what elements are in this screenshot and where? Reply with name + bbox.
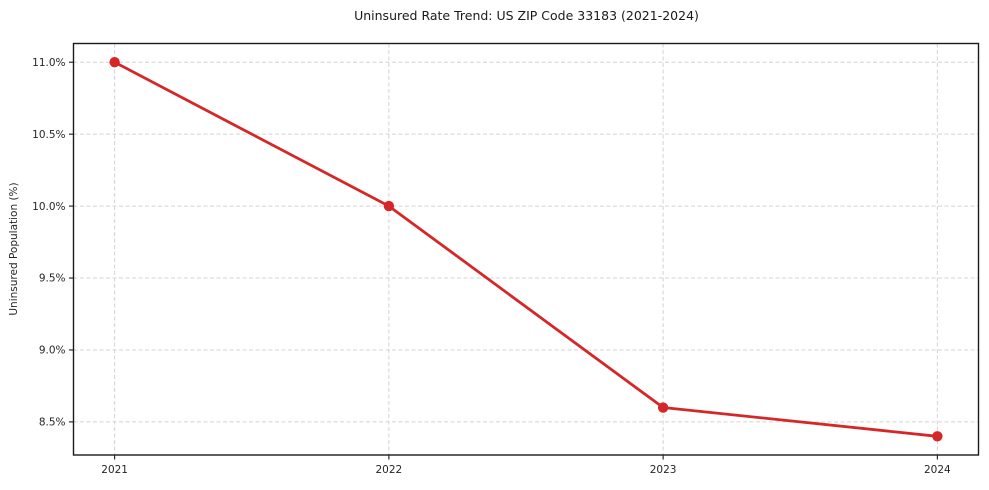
y-tick-label: 11.0% bbox=[32, 57, 65, 69]
y-tick-label: 8.5% bbox=[39, 417, 66, 429]
y-tick-label: 9.5% bbox=[39, 273, 66, 285]
data-point-marker bbox=[109, 57, 120, 68]
data-point-marker bbox=[657, 402, 669, 413]
x-tick-label: 2021 bbox=[101, 464, 128, 476]
data-point-marker bbox=[383, 200, 395, 212]
y-axis-label: Uninsured Population (%) bbox=[8, 182, 20, 316]
plot-border bbox=[72, 42, 980, 456]
y-tick-label: 10.0% bbox=[32, 201, 65, 213]
y-tick-label: 10.5% bbox=[32, 129, 65, 141]
trend-line bbox=[113, 60, 939, 438]
x-tick-label: 2024 bbox=[924, 464, 951, 476]
data-point-marker bbox=[932, 431, 943, 442]
x-tick-label: 2023 bbox=[650, 464, 677, 476]
chart-title: Uninsured Rate Trend: US ZIP Code 33183 … bbox=[354, 8, 699, 23]
y-tick-label: 9.0% bbox=[39, 345, 66, 357]
x-tick-label: 2022 bbox=[376, 464, 403, 476]
